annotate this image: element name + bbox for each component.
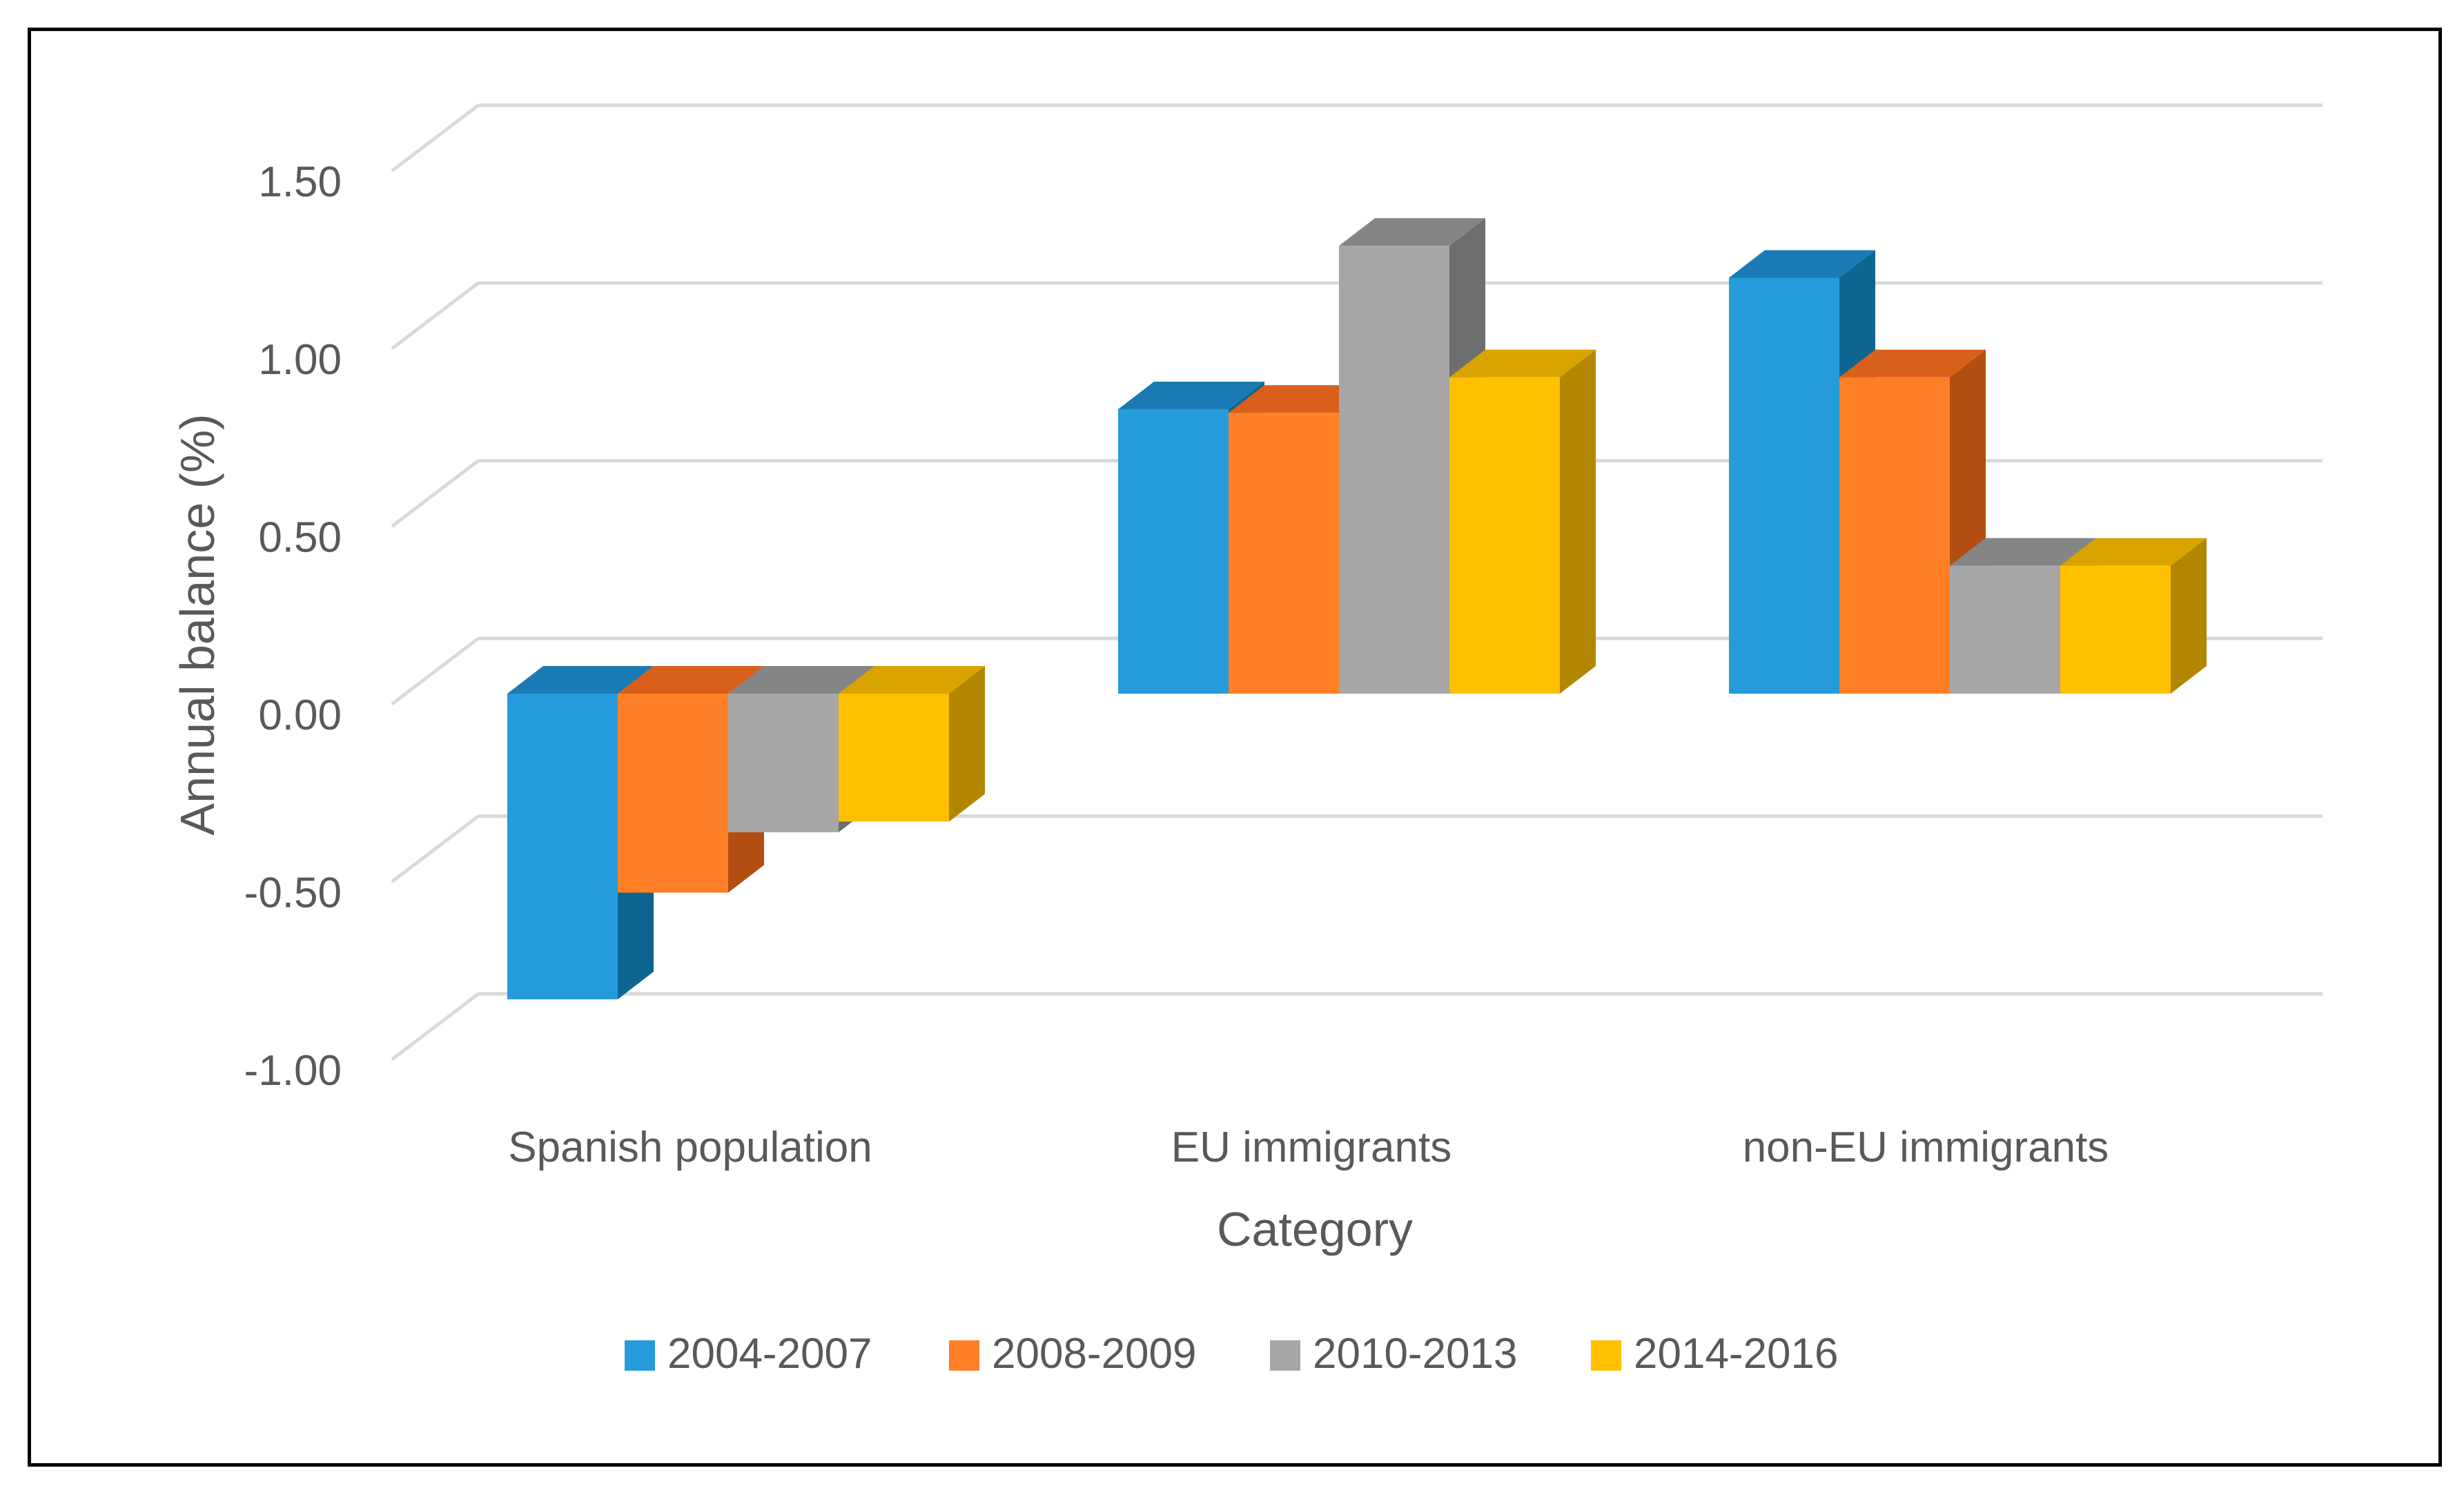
bar-side-face [1560, 349, 1596, 694]
x-category-label: Spanish population [508, 1124, 872, 1171]
y-tick-label: -1.00 [244, 1047, 342, 1095]
y-tick-label: 1.00 [258, 336, 342, 384]
bar-top-face [1229, 385, 1375, 413]
bar-front-face [1729, 277, 1839, 694]
legend-item-2014-2016: 2014-2016 [1591, 1330, 1839, 1378]
bar-top-face [1449, 349, 1596, 378]
bar-top-face [839, 666, 985, 694]
bar-front-face [507, 694, 618, 999]
y-tick-label: 0.00 [258, 692, 342, 739]
chart-canvas: -1.00 -0.50 0.00 0.50 1.00 1.50 Spanish popul… [170, 104, 2323, 1378]
bars [507, 218, 2207, 999]
bar-top-face [2060, 538, 2207, 566]
legend-item-2004-2007: 2004-2007 [625, 1330, 872, 1378]
gridline-diagonal [391, 814, 480, 883]
legend-label: 2004-2007 [667, 1330, 872, 1378]
bar-front-face [839, 694, 949, 822]
bar-front-face [2060, 565, 2171, 694]
legend-swatch [1591, 1340, 1621, 1371]
legend-label: 2008-2009 [992, 1330, 1197, 1378]
y-tick-label: -0.50 [244, 870, 342, 917]
legend-swatch [1270, 1340, 1300, 1371]
x-axis-title: Category [1217, 1202, 1413, 1256]
bar-front-face [1449, 377, 1560, 694]
bar-eu-immigrants-2014-2016 [1449, 349, 1596, 694]
gridline-diagonal [391, 637, 480, 705]
bar-top-face [1118, 382, 1264, 409]
bar-top-face [618, 666, 764, 694]
gridline-diagonal [391, 992, 480, 1061]
bar-front-face [1229, 413, 1339, 694]
bar-front-face [618, 694, 728, 893]
legend: 2004-2007 2008-2009 2010-2013 2014-2016 [625, 1330, 1839, 1378]
legend-swatch [625, 1340, 655, 1371]
bar-non-eu-immigrants-2008-2009 [1839, 349, 1986, 694]
bar-top-face [1839, 349, 1986, 378]
bar-front-face [1339, 246, 1449, 694]
bar-top-face [1339, 218, 1485, 246]
bar-non-eu-immigrants-2014-2016 [2060, 538, 2207, 694]
y-axis-ticks: -1.00 -0.50 0.00 0.50 1.00 1.50 [244, 159, 342, 1095]
y-tick-label: 1.50 [258, 159, 342, 206]
legend-item-2008-2009: 2008-2009 [949, 1330, 1197, 1378]
legend-item-2010-2013: 2010-2013 [1270, 1330, 1518, 1378]
x-axis-categories: Spanish population EU immigrants non-EU im… [508, 1124, 2109, 1171]
legend-label: 2010-2013 [1313, 1330, 1518, 1378]
x-category-label: non-EU immigrants [1743, 1124, 2109, 1171]
bar-front-face [1118, 409, 1229, 694]
bar-front-face [1950, 565, 2060, 694]
bar-top-face [728, 666, 874, 694]
bar-front-face [728, 694, 839, 832]
bar-spanish-population-2008-2009 [618, 666, 764, 893]
gridline-diagonal [391, 282, 480, 350]
gridline-diagonal [391, 459, 480, 528]
bar-spanish-population-2014-2016 [839, 666, 985, 822]
bar-top-face [507, 666, 654, 694]
gridline-diagonal [391, 104, 480, 173]
chart-frame: -1.00 -0.50 0.00 0.50 1.00 1.50 Spanish popul… [28, 28, 2442, 1467]
legend-label: 2014-2016 [1634, 1330, 1839, 1378]
bar-side-face [2171, 538, 2207, 694]
bar-side-face [949, 666, 985, 822]
bar-top-face [1729, 250, 1875, 278]
bar-top-face [1950, 538, 2096, 566]
legend-swatch [949, 1340, 979, 1371]
y-tick-label: 0.50 [258, 514, 342, 562]
bar-front-face [1839, 377, 1950, 694]
x-category-label: EU immigrants [1171, 1124, 1452, 1171]
y-axis-title: Annual balance (%) [170, 414, 224, 836]
